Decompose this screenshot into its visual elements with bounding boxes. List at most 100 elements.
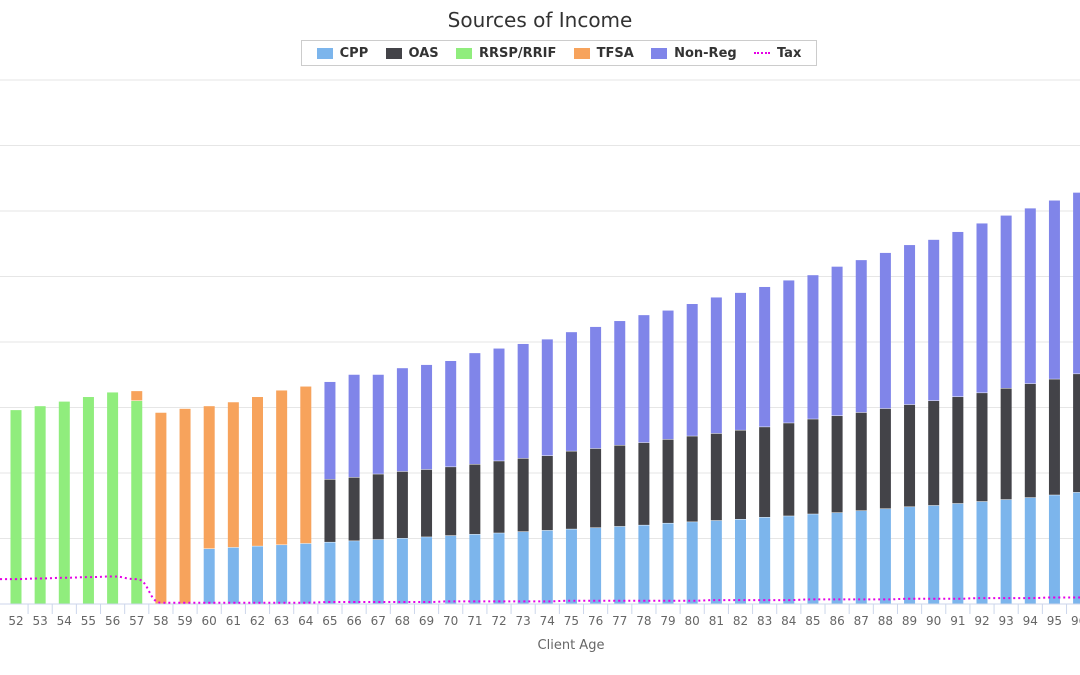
bar-non-reg-age-93[interactable] xyxy=(1000,215,1012,389)
bar-cpp-age-61[interactable] xyxy=(227,547,239,604)
bar-oas-age-80[interactable] xyxy=(686,436,698,522)
bar-non-reg-age-79[interactable] xyxy=(662,310,674,440)
bar-oas-age-77[interactable] xyxy=(614,445,626,527)
bar-non-reg-age-72[interactable] xyxy=(493,348,505,461)
bar-non-reg-age-85[interactable] xyxy=(807,275,819,419)
bar-oas-age-72[interactable] xyxy=(493,461,505,533)
bar-non-reg-age-80[interactable] xyxy=(686,304,698,436)
bar-rrsp-rrif-age-56[interactable] xyxy=(107,392,119,604)
bar-non-reg-age-96[interactable] xyxy=(1073,192,1080,374)
bar-tfsa-age-57[interactable] xyxy=(131,391,143,401)
bar-cpp-age-90[interactable] xyxy=(928,505,940,604)
bar-cpp-age-78[interactable] xyxy=(638,525,650,604)
bar-non-reg-age-65[interactable] xyxy=(324,381,336,480)
bar-oas-age-71[interactable] xyxy=(469,464,481,535)
bar-cpp-age-71[interactable] xyxy=(469,534,481,604)
bar-oas-age-92[interactable] xyxy=(976,393,988,502)
bar-non-reg-age-69[interactable] xyxy=(421,364,433,470)
bar-oas-age-78[interactable] xyxy=(638,442,650,525)
bar-tfsa-age-58[interactable] xyxy=(155,412,167,604)
bar-oas-age-82[interactable] xyxy=(735,430,746,520)
bar-cpp-age-84[interactable] xyxy=(783,516,795,604)
bar-cpp-age-92[interactable] xyxy=(976,501,988,604)
bar-non-reg-age-76[interactable] xyxy=(590,326,602,449)
bar-rrsp-rrif-age-55[interactable] xyxy=(82,397,94,604)
legend-item-tfsa[interactable]: TFSA xyxy=(573,46,634,61)
bar-tfsa-age-61[interactable] xyxy=(227,402,239,548)
bar-rrsp-rrif-age-52[interactable] xyxy=(10,410,22,604)
bar-non-reg-age-81[interactable] xyxy=(710,297,722,434)
bar-cpp-age-60[interactable] xyxy=(203,548,215,604)
bar-oas-age-76[interactable] xyxy=(590,448,602,528)
bar-oas-age-73[interactable] xyxy=(517,458,529,532)
bar-non-reg-age-74[interactable] xyxy=(541,339,553,456)
bar-cpp-age-83[interactable] xyxy=(759,517,771,604)
bar-oas-age-69[interactable] xyxy=(421,469,433,537)
bar-cpp-age-63[interactable] xyxy=(276,545,288,604)
bar-cpp-age-65[interactable] xyxy=(324,542,336,604)
bar-cpp-age-79[interactable] xyxy=(662,523,674,604)
bar-cpp-age-85[interactable] xyxy=(807,514,819,604)
bar-non-reg-age-66[interactable] xyxy=(348,374,360,478)
bar-non-reg-age-77[interactable] xyxy=(614,321,626,445)
bar-cpp-age-93[interactable] xyxy=(1000,499,1012,604)
bar-rrsp-rrif-age-54[interactable] xyxy=(58,401,70,604)
bar-cpp-age-72[interactable] xyxy=(493,533,505,604)
bar-non-reg-age-73[interactable] xyxy=(517,343,529,459)
bar-cpp-age-95[interactable] xyxy=(1048,495,1060,604)
bar-non-reg-age-71[interactable] xyxy=(469,353,481,464)
bar-non-reg-age-94[interactable] xyxy=(1024,208,1036,384)
bar-oas-age-70[interactable] xyxy=(445,467,457,536)
bar-rrsp-rrif-age-53[interactable] xyxy=(34,406,46,604)
bar-cpp-age-87[interactable] xyxy=(855,510,867,604)
bar-cpp-age-76[interactable] xyxy=(590,528,602,604)
bar-cpp-age-82[interactable] xyxy=(735,519,746,604)
bar-oas-age-93[interactable] xyxy=(1000,388,1012,500)
bar-oas-age-90[interactable] xyxy=(928,400,940,506)
bar-cpp-age-62[interactable] xyxy=(252,546,263,604)
bar-cpp-age-73[interactable] xyxy=(517,531,529,604)
bar-cpp-age-77[interactable] xyxy=(614,526,626,604)
legend-item-non-reg[interactable]: Non-Reg xyxy=(651,46,737,61)
bar-cpp-age-89[interactable] xyxy=(904,507,916,604)
bar-oas-age-81[interactable] xyxy=(710,433,722,521)
bar-oas-age-88[interactable] xyxy=(879,408,891,509)
bar-cpp-age-94[interactable] xyxy=(1024,497,1036,604)
bar-cpp-age-81[interactable] xyxy=(710,520,722,604)
legend-item-tax[interactable]: Tax xyxy=(753,46,801,61)
bar-tfsa-age-60[interactable] xyxy=(203,406,215,549)
bar-cpp-age-70[interactable] xyxy=(445,535,457,604)
bar-oas-age-75[interactable] xyxy=(565,451,577,529)
bar-oas-age-89[interactable] xyxy=(904,404,916,507)
bar-non-reg-age-75[interactable] xyxy=(565,332,577,451)
bar-non-reg-age-82[interactable] xyxy=(735,292,746,430)
bar-oas-age-86[interactable] xyxy=(831,416,843,513)
bar-tfsa-age-63[interactable] xyxy=(276,390,288,545)
bar-oas-age-95[interactable] xyxy=(1048,379,1060,495)
bar-cpp-age-68[interactable] xyxy=(396,538,408,604)
bar-non-reg-age-89[interactable] xyxy=(904,245,916,405)
bar-cpp-age-64[interactable] xyxy=(300,543,312,604)
bar-oas-age-74[interactable] xyxy=(541,455,553,531)
bar-cpp-age-88[interactable] xyxy=(879,509,891,604)
legend-item-oas[interactable]: OAS xyxy=(385,46,439,61)
bar-tfsa-age-59[interactable] xyxy=(179,408,191,604)
bar-non-reg-age-70[interactable] xyxy=(445,360,457,467)
bar-non-reg-age-86[interactable] xyxy=(831,266,843,416)
bar-non-reg-age-67[interactable] xyxy=(372,374,384,474)
bar-cpp-age-69[interactable] xyxy=(421,537,433,604)
bar-tfsa-age-62[interactable] xyxy=(252,397,263,546)
bar-oas-age-85[interactable] xyxy=(807,419,819,514)
bar-oas-age-84[interactable] xyxy=(783,423,795,516)
bar-non-reg-age-95[interactable] xyxy=(1048,200,1060,379)
bar-oas-age-83[interactable] xyxy=(759,427,771,518)
bar-oas-age-91[interactable] xyxy=(952,397,964,504)
bar-oas-age-67[interactable] xyxy=(372,474,384,540)
bar-cpp-age-91[interactable] xyxy=(952,503,964,604)
bar-non-reg-age-78[interactable] xyxy=(638,315,650,443)
bar-non-reg-age-92[interactable] xyxy=(976,223,988,393)
bar-non-reg-age-83[interactable] xyxy=(759,286,771,427)
legend-item-cpp[interactable]: CPP xyxy=(316,46,368,61)
bar-non-reg-age-91[interactable] xyxy=(952,231,964,397)
bar-cpp-age-74[interactable] xyxy=(541,530,553,604)
